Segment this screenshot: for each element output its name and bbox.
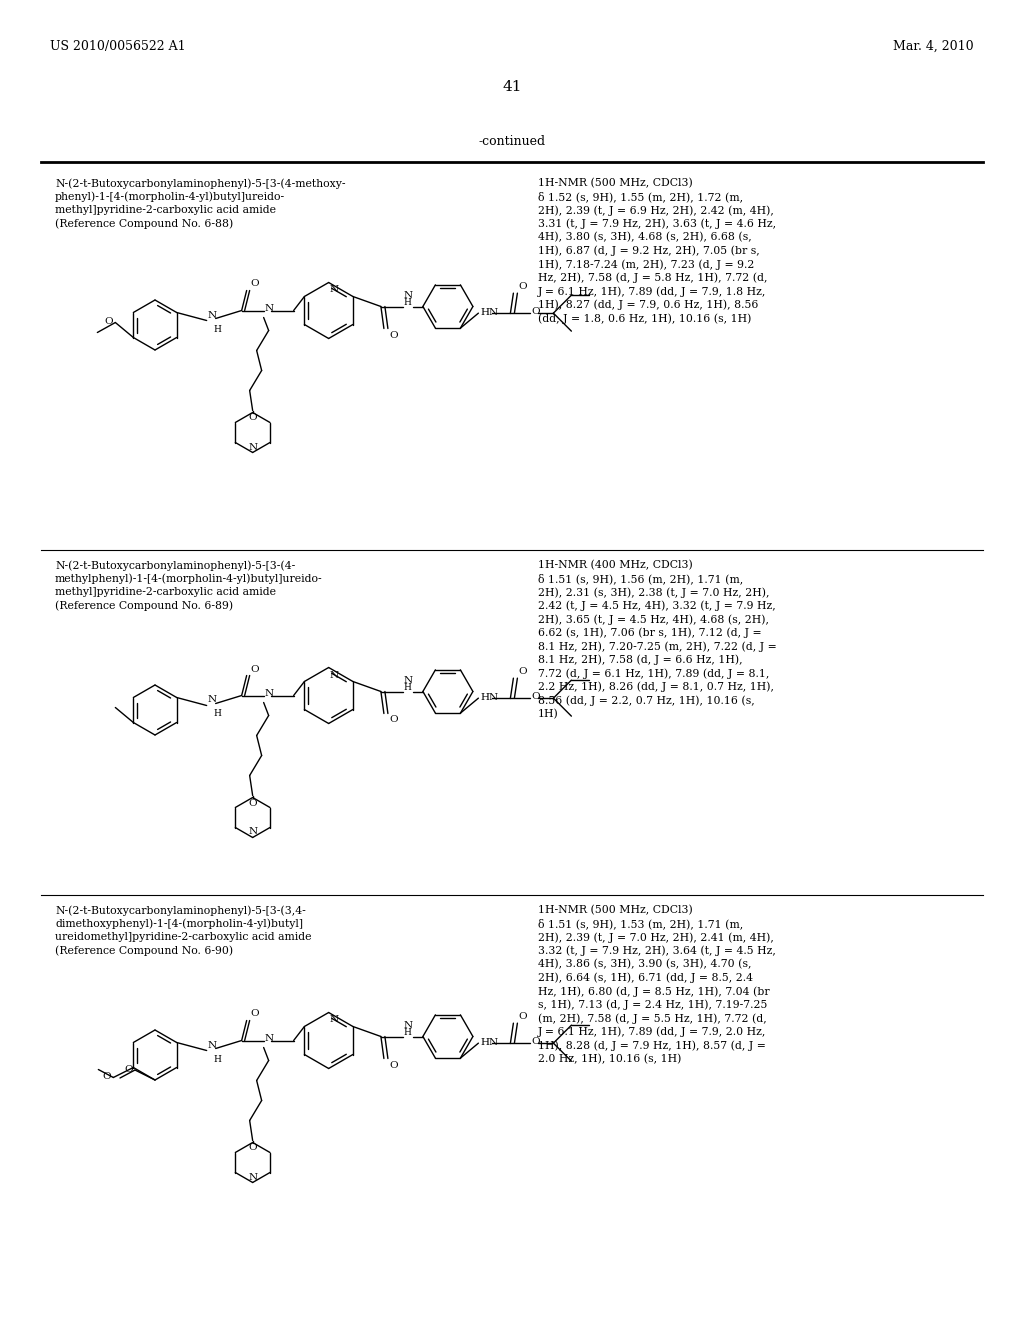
Text: O: O bbox=[531, 1036, 540, 1045]
Text: J = 6.1 Hz, 1H), 7.89 (dd, J = 7.9, 1.8 Hz,: J = 6.1 Hz, 1H), 7.89 (dd, J = 7.9, 1.8 … bbox=[538, 286, 766, 297]
Text: O: O bbox=[531, 306, 540, 315]
Text: methyl]pyridine-2-carboxylic acid amide: methyl]pyridine-2-carboxylic acid amide bbox=[55, 587, 276, 597]
Text: δ 1.51 (s, 9H), 1.56 (m, 2H), 1.71 (m,: δ 1.51 (s, 9H), 1.56 (m, 2H), 1.71 (m, bbox=[538, 573, 743, 585]
Text: 2H), 2.31 (s, 3H), 2.38 (t, J = 7.0 Hz, 2H),: 2H), 2.31 (s, 3H), 2.38 (t, J = 7.0 Hz, … bbox=[538, 587, 769, 598]
Text: US 2010/0056522 A1: US 2010/0056522 A1 bbox=[50, 40, 185, 53]
Text: N: N bbox=[330, 285, 339, 294]
Text: O: O bbox=[518, 667, 527, 676]
Text: O: O bbox=[249, 413, 257, 422]
Text: N: N bbox=[403, 676, 413, 685]
Text: N: N bbox=[208, 310, 217, 319]
Text: O: O bbox=[249, 1143, 257, 1152]
Text: δ 1.52 (s, 9H), 1.55 (m, 2H), 1.72 (m,: δ 1.52 (s, 9H), 1.55 (m, 2H), 1.72 (m, bbox=[538, 191, 743, 202]
Text: 2H), 2.39 (t, J = 7.0 Hz, 2H), 2.41 (m, 4H),: 2H), 2.39 (t, J = 7.0 Hz, 2H), 2.41 (m, … bbox=[538, 932, 774, 942]
Text: phenyl)-1-[4-(morpholin-4-yl)butyl]ureido-: phenyl)-1-[4-(morpholin-4-yl)butyl]ureid… bbox=[55, 191, 285, 202]
Text: Mar. 4, 2010: Mar. 4, 2010 bbox=[893, 40, 974, 53]
Text: N: N bbox=[330, 1015, 339, 1024]
Text: O: O bbox=[531, 692, 540, 701]
Text: J = 6.1 Hz, 1H), 7.89 (dd, J = 7.9, 2.0 Hz,: J = 6.1 Hz, 1H), 7.89 (dd, J = 7.9, 2.0 … bbox=[538, 1027, 766, 1038]
Text: HN: HN bbox=[480, 693, 499, 702]
Text: O: O bbox=[389, 330, 397, 339]
Text: 3.32 (t, J = 7.9 Hz, 2H), 3.64 (t, J = 4.5 Hz,: 3.32 (t, J = 7.9 Hz, 2H), 3.64 (t, J = 4… bbox=[538, 945, 776, 956]
Text: 1H-NMR (500 MHz, CDCl3): 1H-NMR (500 MHz, CDCl3) bbox=[538, 178, 693, 189]
Text: ureidomethyl]pyridine-2-carboxylic acid amide: ureidomethyl]pyridine-2-carboxylic acid … bbox=[55, 932, 311, 942]
Text: N: N bbox=[264, 1034, 273, 1043]
Text: 8.56 (dd, J = 2.2, 0.7 Hz, 1H), 10.16 (s,: 8.56 (dd, J = 2.2, 0.7 Hz, 1H), 10.16 (s… bbox=[538, 696, 755, 706]
Text: O: O bbox=[102, 1072, 112, 1081]
Text: 8.1 Hz, 2H), 7.20-7.25 (m, 2H), 7.22 (d, J =: 8.1 Hz, 2H), 7.20-7.25 (m, 2H), 7.22 (d,… bbox=[538, 642, 777, 652]
Text: 1H-NMR (500 MHz, CDCl3): 1H-NMR (500 MHz, CDCl3) bbox=[538, 906, 693, 915]
Text: 1H), 8.27 (dd, J = 7.9, 0.6 Hz, 1H), 8.56: 1H), 8.27 (dd, J = 7.9, 0.6 Hz, 1H), 8.5… bbox=[538, 300, 759, 310]
Text: 2H), 2.39 (t, J = 6.9 Hz, 2H), 2.42 (m, 4H),: 2H), 2.39 (t, J = 6.9 Hz, 2H), 2.42 (m, … bbox=[538, 205, 774, 215]
Text: H: H bbox=[214, 325, 221, 334]
Text: 8.1 Hz, 2H), 7.58 (d, J = 6.6 Hz, 1H),: 8.1 Hz, 2H), 7.58 (d, J = 6.6 Hz, 1H), bbox=[538, 655, 742, 665]
Text: HN: HN bbox=[480, 1038, 499, 1047]
Text: 1H), 8.28 (d, J = 7.9 Hz, 1H), 8.57 (d, J =: 1H), 8.28 (d, J = 7.9 Hz, 1H), 8.57 (d, … bbox=[538, 1040, 766, 1051]
Text: 4H), 3.86 (s, 3H), 3.90 (s, 3H), 4.70 (s,: 4H), 3.86 (s, 3H), 3.90 (s, 3H), 4.70 (s… bbox=[538, 960, 752, 969]
Text: O: O bbox=[389, 715, 397, 725]
Text: N-(2-t-Butoxycarbonylaminophenyl)-5-[3-(4-: N-(2-t-Butoxycarbonylaminophenyl)-5-[3-(… bbox=[55, 560, 295, 570]
Text: 2H), 6.64 (s, 1H), 6.71 (dd, J = 8.5, 2.4: 2H), 6.64 (s, 1H), 6.71 (dd, J = 8.5, 2.… bbox=[538, 973, 753, 983]
Text: O: O bbox=[518, 1012, 527, 1022]
Text: 1H): 1H) bbox=[538, 709, 559, 719]
Text: dimethoxyphenyl)-1-[4-(morpholin-4-yl)butyl]: dimethoxyphenyl)-1-[4-(morpholin-4-yl)bu… bbox=[55, 919, 303, 929]
Text: 2.42 (t, J = 4.5 Hz, 4H), 3.32 (t, J = 7.9 Hz,: 2.42 (t, J = 4.5 Hz, 4H), 3.32 (t, J = 7… bbox=[538, 601, 776, 611]
Text: N: N bbox=[248, 442, 257, 451]
Text: (dd, J = 1.8, 0.6 Hz, 1H), 10.16 (s, 1H): (dd, J = 1.8, 0.6 Hz, 1H), 10.16 (s, 1H) bbox=[538, 313, 752, 323]
Text: O: O bbox=[518, 282, 527, 292]
Text: H: H bbox=[403, 682, 412, 692]
Text: (Reference Compound No. 6-89): (Reference Compound No. 6-89) bbox=[55, 601, 233, 611]
Text: O: O bbox=[251, 1010, 259, 1019]
Text: 41: 41 bbox=[502, 81, 522, 94]
Text: 1H-NMR (400 MHz, CDCl3): 1H-NMR (400 MHz, CDCl3) bbox=[538, 560, 693, 570]
Text: 3.31 (t, J = 7.9 Hz, 2H), 3.63 (t, J = 4.6 Hz,: 3.31 (t, J = 7.9 Hz, 2H), 3.63 (t, J = 4… bbox=[538, 219, 776, 230]
Text: O: O bbox=[389, 1060, 397, 1069]
Text: H: H bbox=[214, 710, 221, 718]
Text: 4H), 3.80 (s, 3H), 4.68 (s, 2H), 6.68 (s,: 4H), 3.80 (s, 3H), 4.68 (s, 2H), 6.68 (s… bbox=[538, 232, 752, 243]
Text: O: O bbox=[124, 1064, 133, 1073]
Text: N-(2-t-Butoxycarbonylaminophenyl)-5-[3-(3,4-: N-(2-t-Butoxycarbonylaminophenyl)-5-[3-(… bbox=[55, 906, 306, 916]
Text: O: O bbox=[251, 280, 259, 289]
Text: -continued: -continued bbox=[478, 135, 546, 148]
Text: 2H), 3.65 (t, J = 4.5 Hz, 4H), 4.68 (s, 2H),: 2H), 3.65 (t, J = 4.5 Hz, 4H), 4.68 (s, … bbox=[538, 614, 769, 624]
Text: 7.72 (d, J = 6.1 Hz, 1H), 7.89 (dd, J = 8.1,: 7.72 (d, J = 6.1 Hz, 1H), 7.89 (dd, J = … bbox=[538, 668, 769, 678]
Text: δ 1.51 (s, 9H), 1.53 (m, 2H), 1.71 (m,: δ 1.51 (s, 9H), 1.53 (m, 2H), 1.71 (m, bbox=[538, 919, 743, 929]
Text: Hz, 1H), 6.80 (d, J = 8.5 Hz, 1H), 7.04 (br: Hz, 1H), 6.80 (d, J = 8.5 Hz, 1H), 7.04 … bbox=[538, 986, 770, 997]
Text: 1H), 6.87 (d, J = 9.2 Hz, 2H), 7.05 (br s,: 1H), 6.87 (d, J = 9.2 Hz, 2H), 7.05 (br … bbox=[538, 246, 760, 256]
Text: O: O bbox=[251, 664, 259, 673]
Text: (Reference Compound No. 6-88): (Reference Compound No. 6-88) bbox=[55, 219, 233, 230]
Text: O: O bbox=[104, 317, 114, 326]
Text: (Reference Compound No. 6-90): (Reference Compound No. 6-90) bbox=[55, 945, 233, 956]
Text: 6.62 (s, 1H), 7.06 (br s, 1H), 7.12 (d, J =: 6.62 (s, 1H), 7.06 (br s, 1H), 7.12 (d, … bbox=[538, 627, 762, 638]
Text: O: O bbox=[249, 799, 257, 808]
Text: N: N bbox=[208, 696, 217, 705]
Text: N: N bbox=[248, 828, 257, 837]
Text: H: H bbox=[403, 298, 412, 308]
Text: s, 1H), 7.13 (d, J = 2.4 Hz, 1H), 7.19-7.25: s, 1H), 7.13 (d, J = 2.4 Hz, 1H), 7.19-7… bbox=[538, 999, 767, 1010]
Text: 2.0 Hz, 1H), 10.16 (s, 1H): 2.0 Hz, 1H), 10.16 (s, 1H) bbox=[538, 1053, 681, 1064]
Text: N: N bbox=[208, 1040, 217, 1049]
Text: 1H), 7.18-7.24 (m, 2H), 7.23 (d, J = 9.2: 1H), 7.18-7.24 (m, 2H), 7.23 (d, J = 9.2 bbox=[538, 259, 755, 269]
Text: (m, 2H), 7.58 (d, J = 5.5 Hz, 1H), 7.72 (d,: (m, 2H), 7.58 (d, J = 5.5 Hz, 1H), 7.72 … bbox=[538, 1012, 767, 1023]
Text: N: N bbox=[264, 689, 273, 698]
Text: H: H bbox=[214, 1055, 221, 1064]
Text: N: N bbox=[264, 304, 273, 313]
Text: N: N bbox=[403, 1020, 413, 1030]
Text: methylphenyl)-1-[4-(morpholin-4-yl)butyl]ureido-: methylphenyl)-1-[4-(morpholin-4-yl)butyl… bbox=[55, 573, 323, 583]
Text: HN: HN bbox=[480, 308, 499, 317]
Text: methyl]pyridine-2-carboxylic acid amide: methyl]pyridine-2-carboxylic acid amide bbox=[55, 205, 276, 215]
Text: N: N bbox=[403, 290, 413, 300]
Text: Hz, 2H), 7.58 (d, J = 5.8 Hz, 1H), 7.72 (d,: Hz, 2H), 7.58 (d, J = 5.8 Hz, 1H), 7.72 … bbox=[538, 272, 768, 282]
Text: N: N bbox=[248, 1172, 257, 1181]
Text: H: H bbox=[403, 1028, 412, 1038]
Text: 2.2 Hz, 1H), 8.26 (dd, J = 8.1, 0.7 Hz, 1H),: 2.2 Hz, 1H), 8.26 (dd, J = 8.1, 0.7 Hz, … bbox=[538, 681, 774, 692]
Text: N-(2-t-Butoxycarbonylaminophenyl)-5-[3-(4-methoxy-: N-(2-t-Butoxycarbonylaminophenyl)-5-[3-(… bbox=[55, 178, 345, 189]
Text: N: N bbox=[330, 671, 339, 680]
